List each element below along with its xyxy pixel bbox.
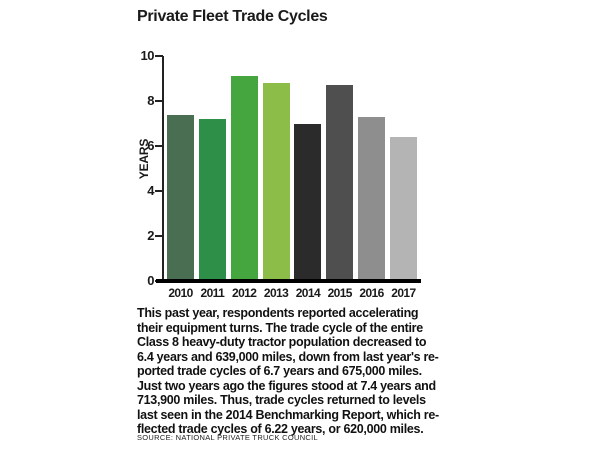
y-tick-label-10: 10 <box>140 48 155 63</box>
x-tick-label-2012: 2012 <box>232 286 257 300</box>
y-tick-mark <box>155 145 163 147</box>
y-tick-mark <box>155 190 163 192</box>
bar-2010 <box>167 114 194 279</box>
x-tick-label-2017: 2017 <box>391 286 416 300</box>
x-tick-label-2011: 2011 <box>200 286 225 300</box>
x-tick-label-2015: 2015 <box>327 286 353 300</box>
plot-area <box>167 56 417 279</box>
x-tick-label-2014: 2014 <box>295 286 321 300</box>
x-tick-label-2016: 2016 <box>359 286 384 300</box>
y-tick-mark <box>155 100 163 102</box>
bar-2012 <box>230 76 258 279</box>
y-tick-mark <box>155 235 163 237</box>
y-tick-mark <box>155 55 163 57</box>
y-tick-label-2: 2 <box>147 228 154 243</box>
bar-2014 <box>294 123 322 279</box>
y-axis-line <box>162 56 164 281</box>
source-note: SOURCE: NATIONAL PRIVATE TRUCK COUNCIL <box>137 433 319 442</box>
chart-title: Private Fleet Trade Cycles <box>137 8 328 25</box>
x-tick-label-2010: 2010 <box>168 286 193 300</box>
bar-2017 <box>389 137 417 279</box>
x-axis-labels: 2010 2011 2012 2013 2014 2015 2016 2017 <box>167 286 417 300</box>
bar-2013 <box>262 83 290 279</box>
bar-2015 <box>326 85 354 279</box>
chart-caption: This past year, respondents reported acc… <box>137 306 439 436</box>
y-tick-label-6: 6 <box>147 138 154 153</box>
bar-2016 <box>358 116 386 279</box>
y-tick-label-4: 4 <box>147 183 154 198</box>
bar-2011 <box>198 119 226 279</box>
x-tick-label-2013: 2013 <box>263 286 289 300</box>
y-tick-label-0: 0 <box>147 273 154 288</box>
x-axis-line <box>156 279 421 283</box>
y-tick-label-8: 8 <box>147 93 154 108</box>
